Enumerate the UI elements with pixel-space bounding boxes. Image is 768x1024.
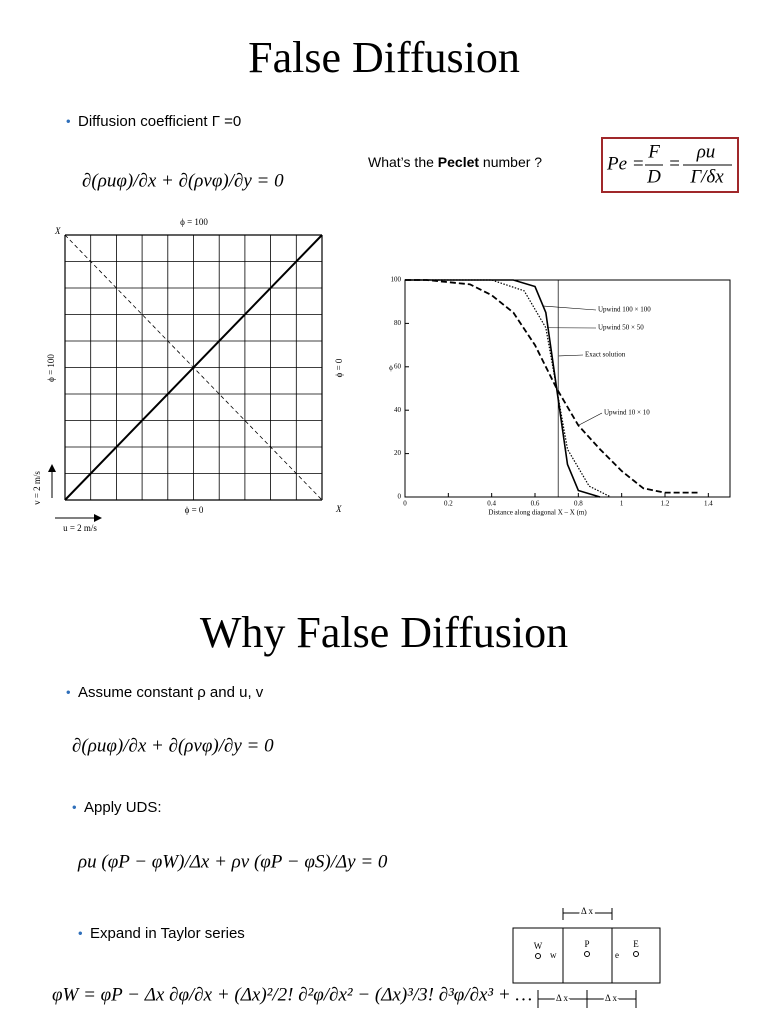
legend-label: Upwind 50 × 50 [598,324,644,332]
dim-label: Δ x [581,906,594,916]
equation: φW = φP − Δx ∂φ/∂x + (Δx)²/2! ∂²φ/∂x² − … [52,984,532,1005]
pointer [578,412,603,426]
peclet-lhs: Pe = [606,153,645,174]
peclet-box [601,137,739,193]
x-tick-label: 0 [403,500,407,508]
bullet-dot: • [66,113,71,128]
x-tick-label: 0.2 [444,500,453,508]
x-tick-label: 1 [620,500,624,508]
x-tick-label: 1.4 [704,500,713,508]
curve [405,279,601,498]
x-tick-label: 1.2 [661,500,670,508]
pointer [558,354,584,357]
label: ϕ = 0 [334,358,344,377]
arrow-head [94,514,102,522]
label: ϕ = 100 [180,217,208,227]
equation: ∂(ρuφ)/∂x + ∂(ρvφ)/∂y = 0 [72,735,274,756]
label: X [335,504,342,514]
y-tick-label: 20 [394,449,402,457]
node-dot [633,951,639,957]
label: X [54,226,61,236]
node: E [633,939,639,949]
node: W [534,941,543,951]
cell-diagram: Δ x W w P e E Δ x Δ x [512,904,661,1008]
dim-label: Δ x [605,993,618,1003]
node-dot [535,953,541,959]
x-tick-label: 0.4 [487,500,496,508]
y-tick-label: 60 [394,362,402,370]
x-tick-label: 0.8 [574,500,583,508]
label: u = 2 m/s [63,523,97,533]
grid-figure: ϕ = 100 ϕ = 0 ϕ = 100 ϕ = 0 X X v = 2 m/… [32,217,344,533]
legend-label: Exact solution [585,351,626,359]
pointer [543,305,597,311]
bullet: Diffusion coefficient Γ =0 [78,113,241,130]
bullet: Expand in Taylor series [90,925,245,942]
y-tick-label: 40 [394,406,402,414]
y-tick-label: 100 [391,276,402,284]
cell-frame [512,927,661,984]
y-axis-label: ϕ [389,364,393,372]
peclet-num: F [647,141,660,162]
equation: ∂(ρuφ)/∂x + ∂(ρvφ)/∂y = 0 [82,170,284,191]
bullet-dot: • [78,925,83,940]
face-label: w [550,950,557,960]
slide-title: Why False Diffusion [200,608,568,657]
legend-label: Upwind 10 × 10 [604,409,650,417]
dim-label: Δ x [556,993,569,1003]
slide-title: False Diffusion [248,33,520,82]
bullet-dot: • [66,684,71,699]
bullet-dot: • [72,799,77,814]
y-tick-label: 80 [394,319,402,327]
y-tick-label: 0 [398,493,402,501]
peclet-eq: = [668,153,681,174]
arrow-head [48,464,56,472]
curve [405,279,712,498]
node-dot [584,951,590,957]
bullet: Assume constant ρ and u, v [78,684,264,701]
x-tick-label: 0.6 [531,500,540,508]
bullet: Apply UDS: [84,799,162,816]
legend-label: Upwind 100 × 100 [598,306,651,314]
peclet-num: ρu [696,141,716,162]
peclet: Pe = F D = ρu Γ/δx [606,141,732,187]
diagonal [64,234,323,501]
peclet-den: D [646,166,661,187]
question: What’s the Peclet number ? [368,154,542,170]
curve [405,279,612,498]
node: P [584,939,589,949]
peclet-den: Γ/δx [689,166,724,187]
face-label: e [615,950,619,960]
curve [405,279,698,494]
equation: ρu (φP − φW)/Δx + ρv (φP − φS)/Δy = 0 [77,851,388,872]
label: v = 2 m/s [32,471,42,505]
label: ϕ = 100 [46,354,56,382]
label: ϕ = 0 [185,505,204,515]
q-part: What’s the [368,154,438,170]
q-part: number ? [479,154,542,170]
q-bold: Peclet [438,154,480,170]
x-axis-label: Distance along diagonal X – X (m) [488,509,587,517]
